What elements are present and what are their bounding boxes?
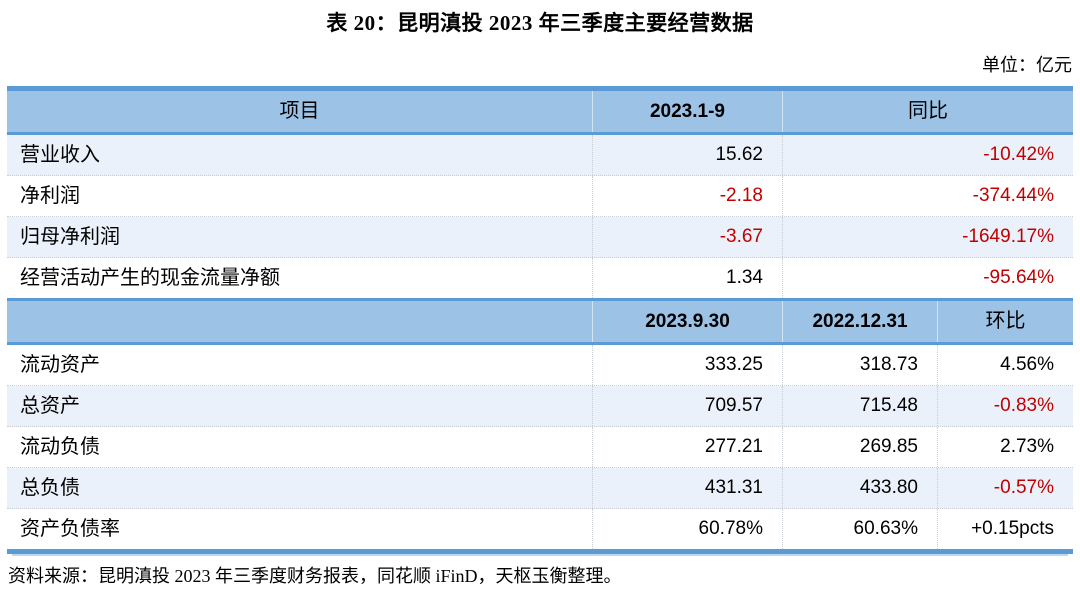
header-date-2022-12-31: 2022.12.31 <box>782 301 937 342</box>
yoy-cell: -374.44% <box>782 176 1073 216</box>
yoy-cell: -95.64% <box>782 258 1073 298</box>
value-cell: 269.85 <box>782 427 937 467</box>
value-cell: 431.31 <box>592 468 782 508</box>
report-page: 表 20：昆明滇投 2023 年三季度主要经营数据 单位：亿元 项目 2023.… <box>0 8 1080 607</box>
section2-header-row: 2023.9.30 2022.12.31 环比 <box>7 298 1073 345</box>
value-cell: 60.78% <box>592 509 782 549</box>
value-cell: 60.63% <box>782 509 937 549</box>
header-empty <box>7 301 592 342</box>
table-row: 营业收入 15.62 -10.42% <box>7 135 1073 176</box>
financial-table: 项目 2023.1-9 同比 营业收入 15.62 -10.42% 净利润 -2… <box>7 86 1073 554</box>
row-label: 归母净利润 <box>20 226 120 248</box>
unit-label: 单位：亿元 <box>982 55 1072 75</box>
row-label: 流动负债 <box>20 436 100 458</box>
value-cell: 277.21 <box>592 427 782 467</box>
source-note: 资料来源：昆明滇投 2023 年三季度财务报表，同花顺 iFinD，天枢玉衡整理… <box>8 566 622 586</box>
header-date-2023-9-30: 2023.9.30 <box>592 301 782 342</box>
header-items-label: 项目 <box>279 100 320 122</box>
yoy-cell: -1649.17% <box>782 217 1073 257</box>
value-cell: 1.34 <box>592 258 782 298</box>
value-cell: -2.18 <box>592 176 782 216</box>
table-row: 归母净利润 -3.67 -1649.17% <box>7 217 1073 258</box>
table-row: 流动资产 333.25 318.73 4.56% <box>7 345 1073 386</box>
row-label: 经营活动产生的现金流量净额 <box>20 267 280 289</box>
row-label: 总负债 <box>20 477 80 499</box>
qoq-cell: -0.83% <box>937 386 1073 426</box>
value-cell: 15.62 <box>592 135 782 175</box>
header-period-2023-1-9: 2023.1-9 <box>592 91 782 132</box>
table-row: 流动负债 277.21 269.85 2.73% <box>7 427 1073 468</box>
value-cell: -3.67 <box>592 217 782 257</box>
qoq-cell: +0.15pcts <box>937 509 1073 549</box>
row-label: 营业收入 <box>20 144 100 166</box>
value-cell: 715.48 <box>782 386 937 426</box>
value-cell: 709.57 <box>592 386 782 426</box>
row-label: 流动资产 <box>20 354 100 376</box>
value-cell: 333.25 <box>592 345 782 385</box>
table-row: 资产负债率 60.78% 60.63% +0.15pcts <box>7 509 1073 549</box>
table-row: 净利润 -2.18 -374.44% <box>7 176 1073 217</box>
section1-header-row: 项目 2023.1-9 同比 <box>7 86 1073 135</box>
value-cell: 433.80 <box>782 468 937 508</box>
row-label: 资产负债率 <box>20 518 120 540</box>
qoq-cell: 4.56% <box>937 345 1073 385</box>
row-label: 净利润 <box>20 185 80 207</box>
qoq-cell: 2.73% <box>937 427 1073 467</box>
value-cell: 318.73 <box>782 345 937 385</box>
table-title: 表 20：昆明滇投 2023 年三季度主要经营数据 <box>326 11 754 35</box>
header-qoq-label: 环比 <box>937 301 1073 342</box>
qoq-cell: -0.57% <box>937 468 1073 508</box>
table-row: 总资产 709.57 715.48 -0.83% <box>7 386 1073 427</box>
yoy-cell: -10.42% <box>782 135 1073 175</box>
row-label: 总资产 <box>20 395 80 417</box>
table-row: 经营活动产生的现金流量净额 1.34 -95.64% <box>7 258 1073 298</box>
table-row: 总负债 431.31 433.80 -0.57% <box>7 468 1073 509</box>
header-yoy-label: 同比 <box>782 91 1073 132</box>
